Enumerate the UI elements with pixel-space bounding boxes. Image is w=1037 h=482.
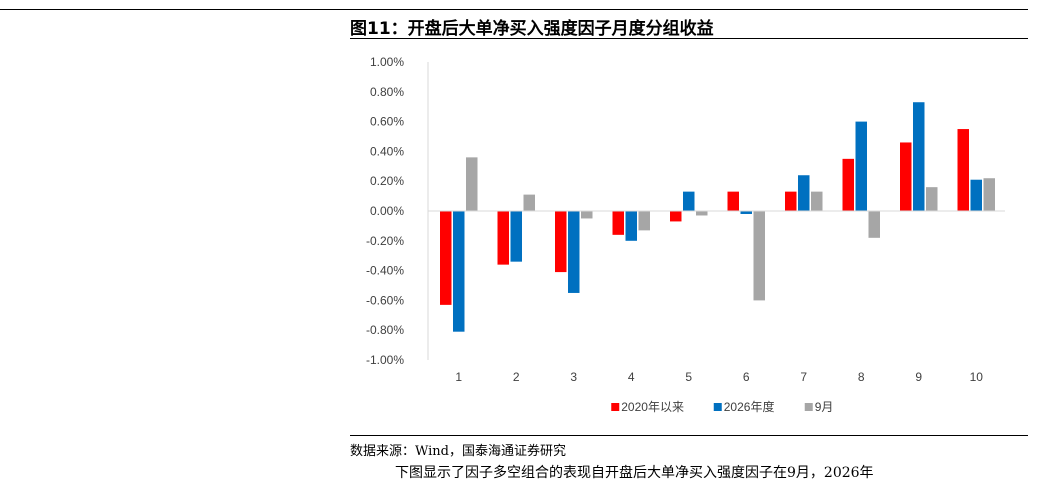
y-tick-label: 1.00% xyxy=(370,55,404,69)
bar-2-cat-7 xyxy=(798,175,810,211)
x-tick-label: 2 xyxy=(513,370,520,384)
bar-2-cat-6 xyxy=(740,211,752,214)
y-tick-label: -1.00% xyxy=(366,353,404,367)
y-tick-label: -0.60% xyxy=(366,293,404,307)
bar-3-cat-9 xyxy=(926,187,938,211)
bar-2-cat-4 xyxy=(625,211,637,241)
x-tick-label: 10 xyxy=(970,370,984,384)
x-tick-label: 7 xyxy=(800,370,807,384)
bar-3-cat-7 xyxy=(811,191,823,211)
bar-2-cat-1 xyxy=(453,211,465,332)
bar-2-cat-10 xyxy=(970,179,982,211)
bar-chart: 1.00% 0.80% 0.60% 0.40% 0.20% 0.00% -0.20% -0.4… xyxy=(366,55,1005,414)
bar-2-cat-5 xyxy=(683,191,695,211)
bar-1-cat-3 xyxy=(555,211,567,273)
bar-1-cat-9 xyxy=(900,142,912,211)
y-tick-label: 0.20% xyxy=(370,174,404,188)
bar-2-cat-2 xyxy=(510,211,522,262)
bar-2-cat-3 xyxy=(568,211,580,293)
bar-2-cat-8 xyxy=(855,121,867,211)
legend-label-3: 9月 xyxy=(815,400,834,414)
bar-1-cat-10 xyxy=(957,129,969,211)
legend-swatch-3 xyxy=(804,403,813,411)
bar-1-cat-6 xyxy=(727,191,739,211)
bar-1-cat-5 xyxy=(670,211,682,222)
legend-label-2: 2026年度 xyxy=(724,399,775,414)
bar-1-cat-4 xyxy=(612,211,624,235)
bar-1-cat-8 xyxy=(842,158,854,211)
bar-1-cat-1 xyxy=(440,211,452,305)
x-tick-label: 6 xyxy=(743,370,750,384)
bar-3-cat-4 xyxy=(638,211,650,231)
bar-3-cat-3 xyxy=(581,211,593,219)
x-tick-label: 4 xyxy=(628,370,635,384)
bar-2-cat-9 xyxy=(913,102,925,211)
y-tick-label: -0.20% xyxy=(366,234,404,248)
y-tick-label: 0.80% xyxy=(370,85,404,99)
x-tick-label: 9 xyxy=(915,370,922,384)
body-text-partial: 下图显示了因子多空组合的表现自开盘后大单净买入强度因子在9月，2026年 xyxy=(395,465,874,481)
legend-label-1: 2020年以来 xyxy=(621,400,684,414)
bar-3-cat-1 xyxy=(466,157,478,211)
y-tick-label: -0.40% xyxy=(366,264,404,278)
legend-swatch-2 xyxy=(713,403,722,411)
legend-swatch-1 xyxy=(611,403,620,411)
x-tick-label: 1 xyxy=(455,370,462,384)
source-rule xyxy=(350,435,1028,436)
y-tick-label: -0.80% xyxy=(366,323,404,337)
bar-3-cat-10 xyxy=(983,178,995,211)
title-rule xyxy=(350,38,1028,39)
y-tick-label: 0.40% xyxy=(370,144,404,158)
y-tick-label: 0.00% xyxy=(370,204,404,218)
y-tick-label: 0.60% xyxy=(370,115,404,129)
figure-title: 图11：开盘后大单净买入强度因子月度分组收益 xyxy=(350,19,714,39)
bar-3-cat-6 xyxy=(753,211,765,301)
x-tick-label: 5 xyxy=(685,370,692,384)
top-rule xyxy=(0,9,1028,10)
x-tick-label: 3 xyxy=(570,370,577,384)
bar-3-cat-2 xyxy=(523,194,535,211)
bar-1-cat-7 xyxy=(785,191,797,211)
figure-source: 数据来源：Wind，国泰海通证券研究 xyxy=(350,444,566,459)
bar-1-cat-2 xyxy=(497,211,509,265)
bar-3-cat-8 xyxy=(868,211,880,238)
x-tick-label: 8 xyxy=(858,370,865,384)
bar-3-cat-5 xyxy=(696,211,708,216)
